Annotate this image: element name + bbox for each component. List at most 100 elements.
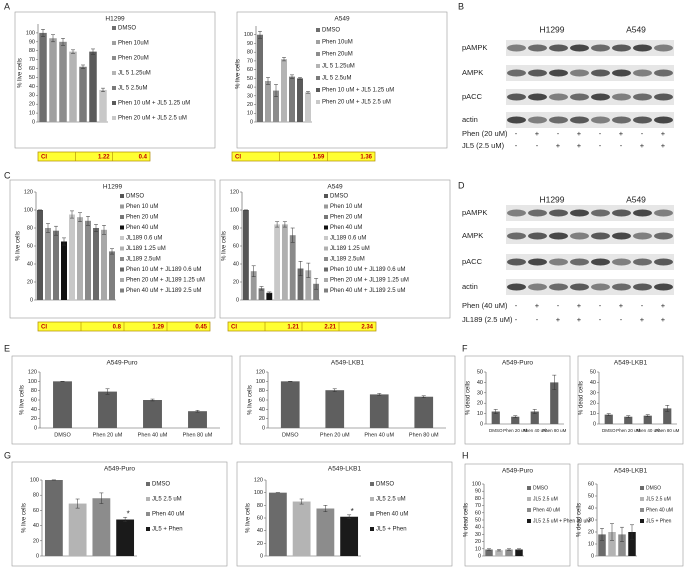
x-tick-label: DMSO bbox=[602, 428, 616, 433]
blot-strip bbox=[590, 254, 674, 270]
error-bar bbox=[259, 286, 264, 291]
blot-band bbox=[654, 283, 673, 291]
bar bbox=[53, 381, 72, 428]
blot-strip bbox=[506, 40, 590, 56]
y-tick-label: 70 bbox=[247, 58, 253, 64]
y-tick-label: 0 bbox=[30, 297, 33, 303]
y-tick-label: 80 bbox=[31, 388, 37, 394]
blot-band bbox=[549, 209, 568, 217]
bar bbox=[618, 534, 626, 556]
error-bar bbox=[665, 405, 670, 412]
blot-strip bbox=[506, 228, 590, 244]
legend-swatch bbox=[112, 41, 116, 45]
legend-label: Phen 40 uM bbox=[152, 512, 184, 518]
chart-frame bbox=[236, 11, 448, 149]
y-axis-label: % dead cells bbox=[579, 381, 585, 415]
y-tick-label: 0 bbox=[236, 297, 239, 303]
chart-title: A549-LKB1 bbox=[331, 360, 365, 367]
error-bar bbox=[251, 265, 256, 277]
chart-title: A549-Puro bbox=[104, 466, 135, 473]
blot-band bbox=[612, 209, 631, 217]
y-tick-label: 50 bbox=[29, 75, 35, 81]
bar bbox=[491, 411, 500, 424]
blot-band bbox=[633, 116, 652, 124]
legend-swatch bbox=[112, 26, 116, 30]
x-tick-label: Phen 80 uM bbox=[183, 432, 213, 438]
y-tick-label: 20 bbox=[588, 529, 594, 535]
blot-band bbox=[633, 258, 652, 266]
treatment-sign: + bbox=[556, 141, 561, 150]
ci-value: 1.36 bbox=[360, 155, 372, 161]
blot-band bbox=[570, 93, 589, 101]
bar bbox=[250, 271, 257, 300]
blot-band bbox=[654, 116, 673, 124]
legend-label: JL5 2.5 uM bbox=[533, 496, 558, 502]
y-axis-label: % dead cells bbox=[577, 503, 583, 537]
blot-row-label: AMPK bbox=[462, 231, 483, 240]
error-bar bbox=[101, 87, 105, 92]
y-tick-label: 80 bbox=[475, 496, 481, 502]
chart-title: H1299 bbox=[105, 16, 125, 23]
legend-label: Phen 10 uM + JL189 0.6 uM bbox=[126, 267, 202, 273]
legend-label: Phen 10 uM + JL5 1.25 uM bbox=[322, 88, 394, 94]
treatment-sign: + bbox=[640, 141, 645, 150]
chart-frame bbox=[577, 463, 684, 567]
blot-band bbox=[654, 258, 673, 266]
bar bbox=[116, 519, 135, 556]
chart-frame bbox=[14, 11, 216, 149]
chart-title: A549-Puro bbox=[502, 468, 533, 475]
chart-frame bbox=[577, 355, 684, 445]
error-bar bbox=[94, 224, 98, 232]
treatment-sign: + bbox=[661, 315, 666, 324]
bar bbox=[550, 382, 559, 424]
blot-band bbox=[612, 232, 631, 240]
legend-swatch bbox=[316, 28, 320, 32]
x-tick-label: Phen 20 uM bbox=[93, 432, 123, 438]
legend-label: JL5 2.5 uM bbox=[646, 496, 671, 502]
legend-swatch bbox=[120, 225, 124, 230]
y-tick-label: 80 bbox=[29, 48, 35, 54]
y-tick-label: 50 bbox=[477, 369, 483, 375]
bar bbox=[281, 59, 287, 122]
ci-value: 2.34 bbox=[361, 325, 373, 331]
bar bbox=[280, 381, 300, 428]
x-tick-label: DMSO bbox=[282, 432, 299, 438]
error-bar bbox=[99, 492, 104, 504]
bar bbox=[511, 416, 520, 424]
legend-swatch bbox=[640, 508, 644, 512]
treatment-sign: - bbox=[599, 301, 602, 310]
blot-band bbox=[507, 69, 526, 77]
y-tick-label: 20 bbox=[31, 416, 37, 422]
blot-band bbox=[507, 209, 526, 217]
y-tick-label: 100 bbox=[26, 30, 35, 36]
y-tick-label: 120 bbox=[230, 189, 239, 195]
y-tick-label: 10 bbox=[29, 111, 35, 117]
x-tick-label: Phen 20 uM bbox=[320, 432, 350, 438]
ci-value: 1.29 bbox=[152, 325, 164, 331]
legend-swatch bbox=[370, 512, 374, 516]
treatment-sign: + bbox=[619, 129, 624, 138]
bar bbox=[505, 549, 513, 556]
error-bar bbox=[517, 548, 521, 551]
legend-label: Phen 10 uM + JL189 0.6 uM bbox=[330, 267, 406, 273]
blot-band bbox=[549, 93, 568, 101]
bar bbox=[297, 78, 303, 122]
y-tick-label: 0 bbox=[36, 553, 39, 559]
bar bbox=[485, 549, 493, 556]
bar bbox=[604, 414, 613, 424]
treatment-sign: - bbox=[536, 315, 539, 324]
blot-band bbox=[549, 44, 568, 52]
x-tick-label: DMSO bbox=[489, 428, 503, 433]
bar bbox=[188, 411, 207, 428]
y-axis-label: % live cells bbox=[236, 59, 242, 89]
error-bar bbox=[600, 528, 604, 541]
error-bar bbox=[75, 498, 80, 509]
chart-title: A549-Puro bbox=[502, 360, 533, 367]
bar bbox=[281, 224, 288, 300]
error-bar bbox=[323, 505, 328, 512]
legend-swatch bbox=[146, 527, 150, 531]
legend-swatch bbox=[324, 194, 328, 198]
bar bbox=[69, 51, 77, 123]
treatment-sign: + bbox=[661, 129, 666, 138]
y-tick-label: 50 bbox=[590, 369, 596, 375]
